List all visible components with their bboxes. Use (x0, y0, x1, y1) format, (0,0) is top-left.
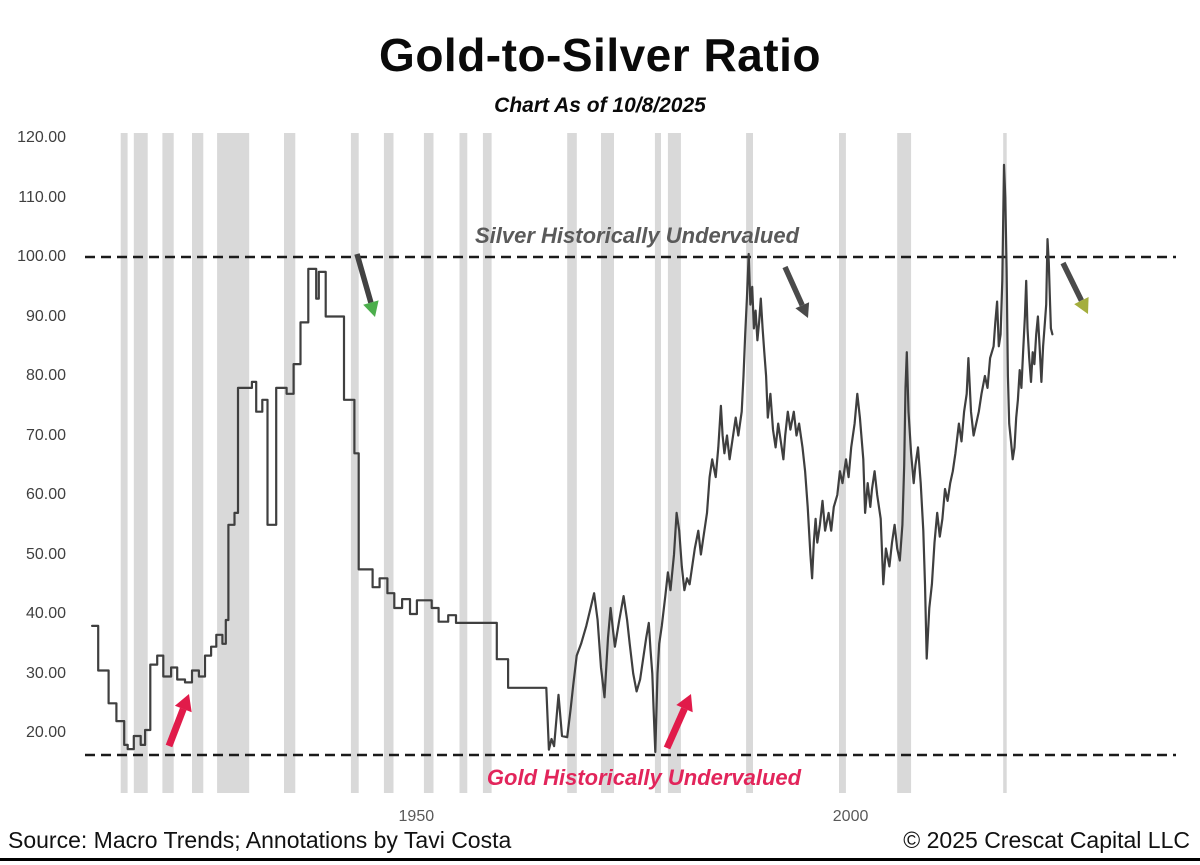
gold-silver-ratio-line (91, 163, 1054, 754)
gold-undervalued-label: Gold Historically Undervalued (486, 765, 802, 790)
recession-band (284, 133, 296, 793)
y-axis-tick-label: 80.00 (25, 367, 66, 384)
recession-band (217, 133, 250, 793)
silver-undervalued-arrow-1942-shaft (354, 253, 374, 304)
recession-band (1003, 133, 1007, 793)
recession-band (839, 133, 846, 793)
y-axis-tick-label: 60.00 (25, 486, 66, 503)
chart-subtitle: Chart As of 10/8/2025 (494, 94, 706, 117)
copyright-notice: © 2025 Crescat Capital LLC (903, 827, 1190, 853)
y-axis-tick-label: 100.00 (17, 248, 66, 265)
source-credit: Source: Macro Trends; Annotations by Tav… (8, 827, 512, 853)
y-axis-tick-label: 110.00 (18, 188, 66, 206)
gold-undervalued-arrow-1980-shaft (663, 707, 688, 750)
y-axis-tick-label: 40.00 (25, 605, 66, 622)
silver-undervalued-label: Silver Historically Undervalued (474, 223, 800, 248)
y-axis-tick-label: 50.00 (25, 545, 66, 563)
recession-band (423, 133, 434, 793)
footer-rule (0, 858, 1200, 861)
silver-undervalued-arrow-2025-head (1074, 297, 1089, 314)
gold-undervalued-arrow-1980-head (676, 694, 693, 713)
silver-undervalued-arrow-1991-shaft (782, 265, 805, 307)
recession-band (133, 133, 148, 793)
chart-title: Gold-to-Silver Ratio (379, 29, 821, 81)
recession-band (567, 133, 577, 793)
recession-band (654, 133, 661, 793)
recession-band (667, 133, 681, 793)
recession-band (383, 133, 394, 793)
y-axis-tick-label: 120.00 (17, 129, 66, 146)
gold-undervalued-arrow-1919-head (174, 694, 192, 713)
x-axis-tick-label: 1950 (398, 808, 435, 825)
silver-undervalued-arrow-2025-shaft (1060, 261, 1084, 302)
silver-undervalued-arrow-1991-head (795, 302, 810, 318)
recession-band (746, 133, 753, 793)
recession-band (601, 133, 614, 793)
y-axis-tick-label: 70.00 (25, 426, 66, 444)
recession-band (192, 133, 204, 793)
y-axis-tick-label: 90.00 (25, 307, 66, 325)
recession-band (120, 133, 128, 793)
recession-band (162, 133, 174, 793)
gold-undervalued-arrow-1919-shaft (165, 707, 187, 748)
silver-undervalued-arrow-1942-head (363, 300, 379, 317)
recession-band (482, 133, 492, 793)
y-axis-tick-label: 30.00 (25, 664, 66, 682)
recession-band (350, 133, 359, 793)
recession-band (459, 133, 468, 793)
y-axis-tick-label: 20.00 (25, 724, 66, 741)
x-axis-tick-label: 2000 (832, 808, 869, 825)
